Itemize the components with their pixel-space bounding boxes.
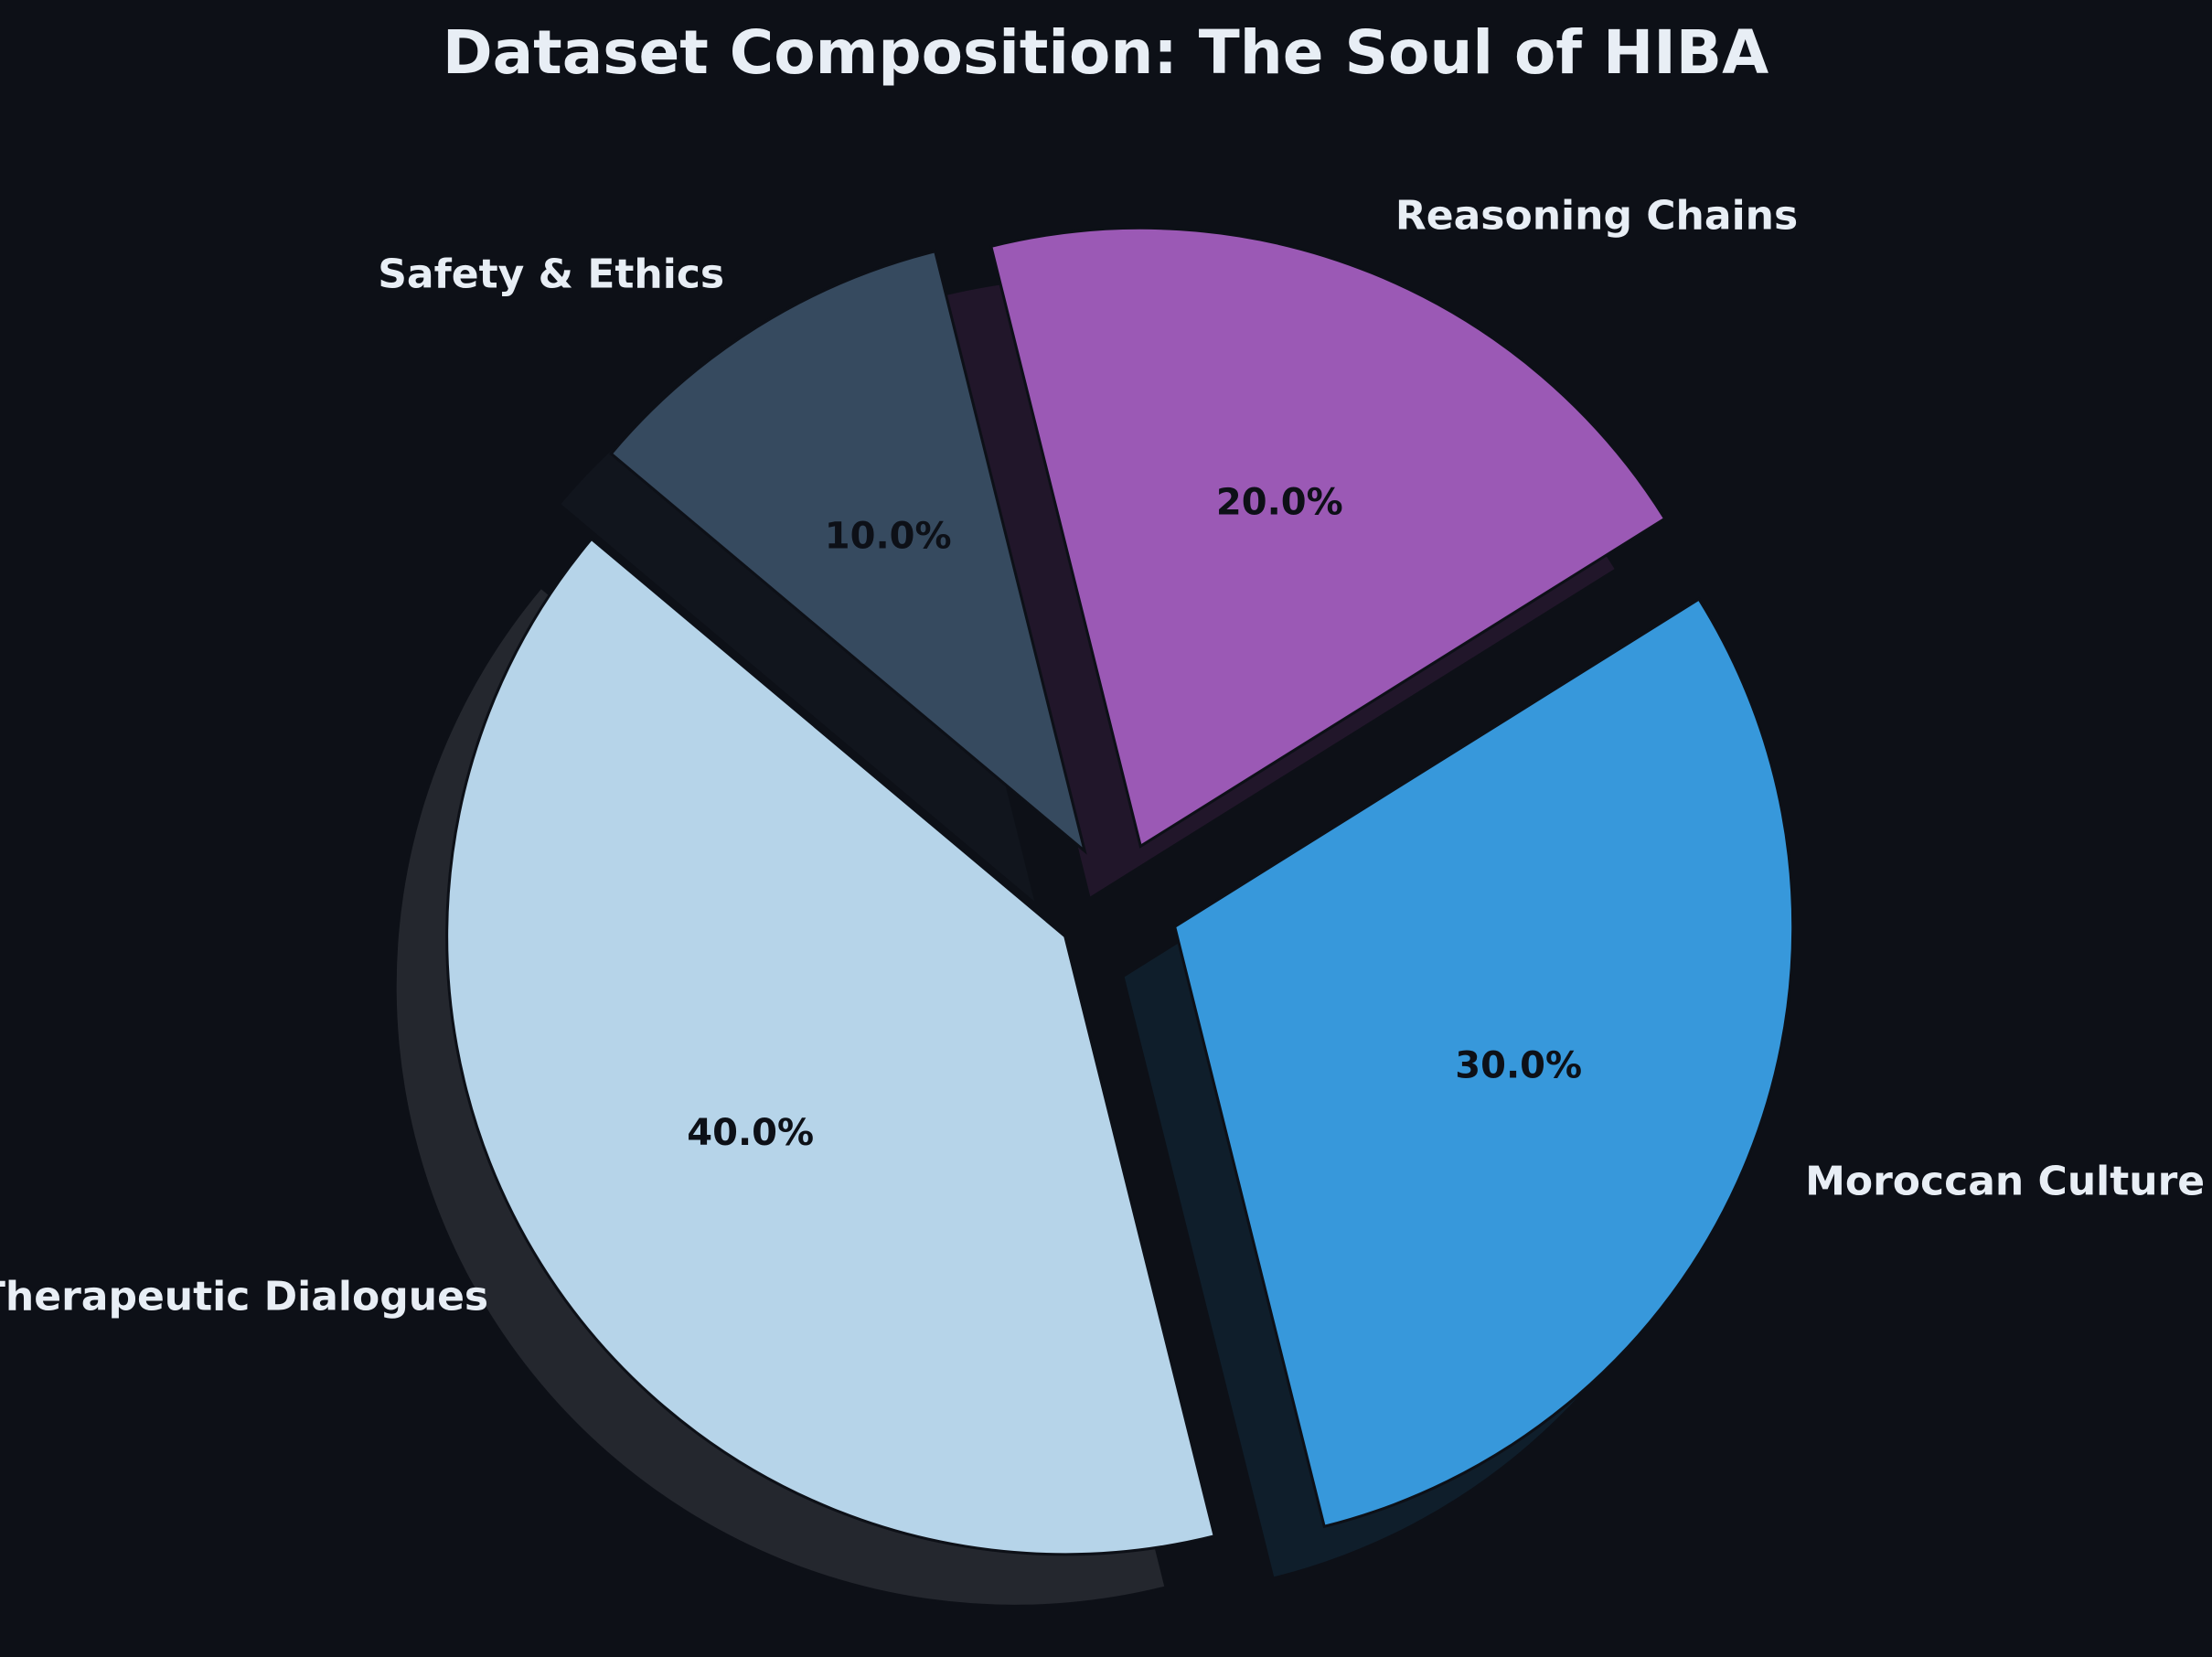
pct-label-moroccan-culture: 30.0% [1455, 1044, 1582, 1086]
pct-label-therapeutic-dialogues: 40.0% [687, 1112, 814, 1154]
pie-slice-reasoning-chains [988, 226, 1667, 849]
pie-slice-moroccan-culture [1172, 597, 1795, 1529]
pie-slice-therapeutic-dialogues [445, 537, 1217, 1556]
pct-label-reasoning-chains: 20.0% [1216, 481, 1343, 523]
chart-title: Dataset Composition: The Soul of HIBA [443, 17, 1769, 88]
slice-label-moroccan-culture: Moroccan Culture [1805, 1158, 2205, 1204]
slice-label-reasoning-chains: Reasoning Chains [1395, 192, 1798, 239]
pie-slices [445, 226, 1795, 1556]
slice-label-safety-ethics: Safety & Ethics [378, 251, 724, 298]
pie-slice-safety-ethics [609, 249, 1087, 855]
pie-labels: 40.0% Therapeutic Dialogues 30.0% Moroccan … [0, 192, 2205, 1320]
pct-label-safety-ethics: 10.0% [825, 516, 952, 558]
slice-label-therapeutic-dialogues: Therapeutic Dialogues [0, 1273, 488, 1320]
